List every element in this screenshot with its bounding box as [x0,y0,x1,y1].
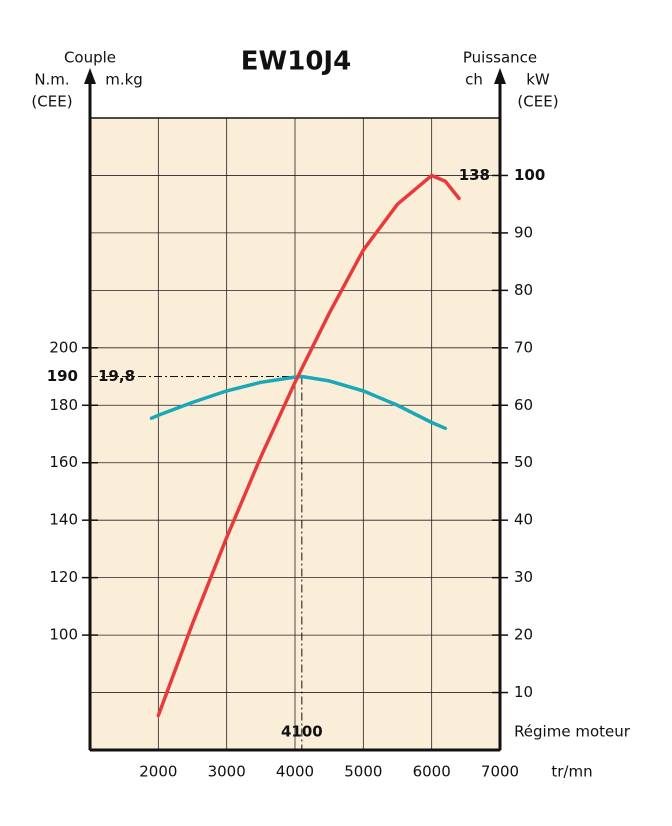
y2-tick-label: 40 [514,511,533,529]
series-line [156,173,461,718]
y-unit: N.m. [34,71,69,89]
annotation: 190 [47,367,78,385]
chart-title: EW10J4 [241,47,351,77]
y-tick-label: 160 [49,453,78,471]
y2-tick-label: 70 [514,338,533,356]
annotation: 4100 [281,723,323,741]
y-tick-label: 100 [49,626,78,644]
y2-tick-label: 80 [514,281,533,299]
y2-tick-label: 90 [514,223,533,241]
annotation: 100 [514,166,545,184]
annotation: 19,8 [98,367,135,385]
y2-norm: (CEE) [517,93,558,111]
y2-arrow [494,68,506,84]
x-tick-label: 7000 [481,763,519,781]
y2-unit-2: kW [526,71,550,89]
annotation: 138 [459,166,490,184]
x-tick-label: 5000 [344,763,382,781]
y2-unit: ch [465,71,483,89]
x-tick-label: 6000 [413,763,451,781]
y2-tick-label: 50 [514,453,533,471]
y-tick-label: 140 [49,511,78,529]
y-tick-label: 120 [49,568,78,586]
y-arrow [84,68,96,84]
x-tick-label: 4000 [276,763,314,781]
y2-tick-label: 10 [514,683,533,701]
y2-tick-label: 30 [514,568,533,586]
y2-tick-label: 20 [514,626,533,644]
y-tick-label: 200 [49,338,78,356]
x-tick-label: 2000 [139,763,177,781]
y-title: Couple [64,49,116,67]
y2-title: Puissance [463,49,537,67]
y-unit-2: m.kg [105,71,143,89]
y-norm: (CEE) [31,93,72,111]
x-tick-label: 3000 [208,763,246,781]
x-title: Régime moteur [514,723,631,741]
y-tick-label: 180 [49,396,78,414]
x-unit: tr/mn [551,763,592,781]
y2-tick-label: 60 [514,396,533,414]
